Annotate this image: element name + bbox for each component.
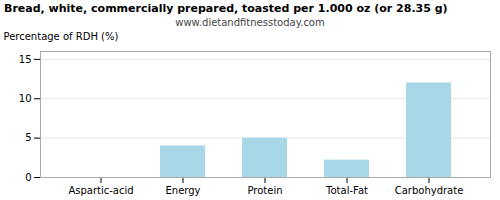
svg-text:Carbohydrate: Carbohydrate — [395, 185, 464, 196]
svg-text:10: 10 — [19, 93, 32, 104]
html-text:www.dietandfitnesstoday.com: www.dietandfitnesstoday.com — [175, 17, 325, 28]
svg-text:Protein: Protein — [247, 185, 282, 196]
svg-text:Total-Fat: Total-Fat — [325, 185, 368, 196]
svg-text:Percentage of RDH (%): Percentage of RDH (%) — [4, 31, 119, 42]
svg-text:15: 15 — [19, 54, 32, 65]
svg-text:0: 0 — [25, 172, 31, 183]
svg-text:Energy: Energy — [165, 185, 200, 196]
svg-text:Aspartic-acid: Aspartic-acid — [68, 185, 133, 196]
svg-text:5: 5 — [25, 132, 31, 143]
html-text:Bread, white, commercially pre: Bread, white, commercially prepared, toa… — [4, 2, 448, 15]
